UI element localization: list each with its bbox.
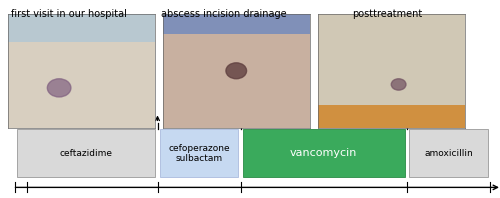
Text: posttreatment: posttreatment — [352, 9, 422, 19]
Text: first visit in our hospital: first visit in our hospital — [11, 9, 127, 19]
FancyBboxPatch shape — [409, 129, 488, 177]
Bar — [162, 14, 310, 34]
Text: cefoperazone
sulbactam: cefoperazone sulbactam — [168, 144, 230, 163]
Text: vancomycin: vancomycin — [290, 148, 358, 158]
Text: ceftazidime: ceftazidime — [60, 149, 113, 158]
Text: abscess incision drainage: abscess incision drainage — [160, 9, 286, 19]
Circle shape — [226, 63, 246, 79]
Circle shape — [391, 79, 406, 90]
FancyBboxPatch shape — [160, 129, 238, 177]
Circle shape — [48, 79, 71, 97]
Text: amoxicillin: amoxicillin — [424, 149, 473, 158]
FancyBboxPatch shape — [243, 129, 404, 177]
Bar — [318, 105, 465, 128]
FancyBboxPatch shape — [18, 129, 155, 177]
Bar — [8, 14, 155, 42]
